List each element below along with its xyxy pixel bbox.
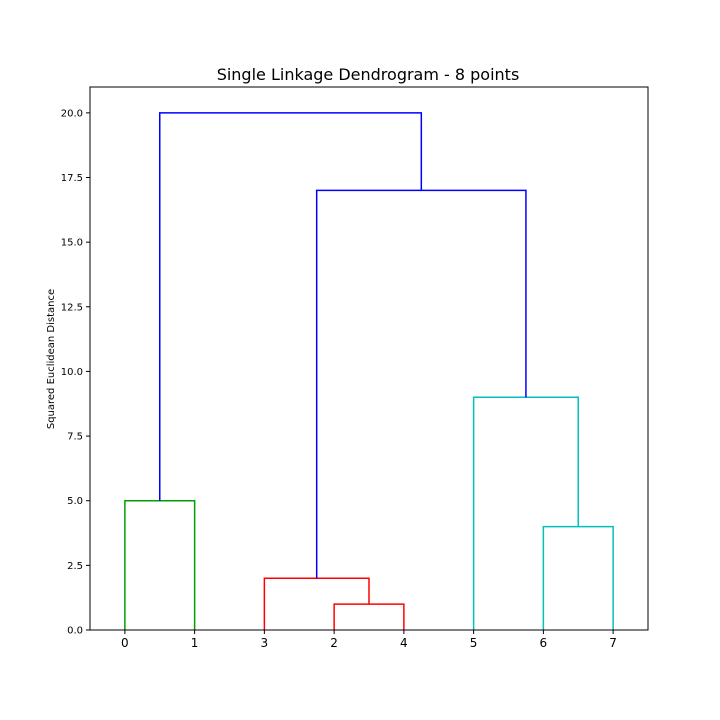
dendrogram-link-0 bbox=[124, 499, 196, 630]
x-tick-label: 2 bbox=[330, 636, 338, 650]
dendrogram-link-5 bbox=[315, 189, 527, 579]
y-tick-label: 7.5 bbox=[67, 432, 83, 443]
dendrogram-link-2 bbox=[263, 577, 370, 630]
plot-frame bbox=[89, 86, 649, 631]
y-tick-label: 20.0 bbox=[61, 108, 83, 119]
y-tick-label: 2.5 bbox=[67, 561, 83, 572]
y-tick-label: 17.5 bbox=[61, 173, 83, 184]
y-axis-label: Squared Euclidean Distance bbox=[46, 289, 57, 429]
y-tick-label: 10.0 bbox=[61, 367, 83, 378]
x-axis-ticks: 0 1 3 2 4 5 6 7 bbox=[121, 630, 617, 650]
dendrogram-link-4 bbox=[472, 396, 579, 630]
dendrogram-link-1 bbox=[333, 603, 405, 630]
x-tick-label: 6 bbox=[540, 636, 548, 650]
x-tick-label: 3 bbox=[261, 636, 269, 650]
y-tick-label: 5.0 bbox=[67, 496, 83, 507]
chart-title: Single Linkage Dendrogram - 8 points bbox=[217, 65, 520, 84]
dendrogram-links bbox=[124, 112, 614, 630]
y-tick-label: 12.5 bbox=[61, 302, 83, 313]
y-tick-label: 0.0 bbox=[67, 626, 83, 637]
x-tick-label: 7 bbox=[609, 636, 617, 650]
y-tick-label: 15.0 bbox=[61, 238, 83, 249]
x-tick-label: 0 bbox=[121, 636, 129, 650]
x-tick-label: 4 bbox=[400, 636, 408, 650]
dendrogram-link-6 bbox=[159, 112, 423, 501]
x-tick-label: 1 bbox=[191, 636, 199, 650]
y-axis-ticks: 0.0 2.5 5.0 7.5 10.0 12.5 15.0 17.5 20.0 bbox=[61, 108, 90, 637]
x-tick-label: 5 bbox=[470, 636, 478, 650]
dendrogram-link-3 bbox=[542, 525, 614, 630]
